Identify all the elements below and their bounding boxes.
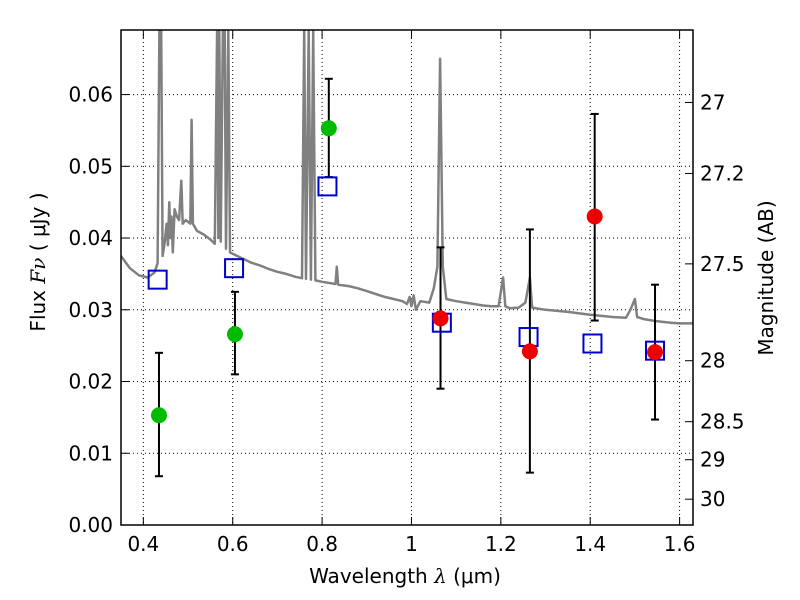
y-tick-label: 0.06 <box>68 83 113 107</box>
x-tick-label: 0.8 <box>306 532 338 556</box>
observed-flux-point <box>150 407 167 424</box>
x-tick-label: 1.2 <box>485 532 517 556</box>
right-tick-label: 30 <box>700 487 725 511</box>
model-photometry-square <box>317 176 338 197</box>
y-tick-label: 0.01 <box>68 441 113 465</box>
y-tick-label: 0.00 <box>68 513 113 537</box>
model-photometry-square <box>224 258 245 279</box>
y-tick-label: 0.03 <box>68 298 113 322</box>
plot-frame <box>120 29 694 526</box>
plot-data-group <box>121 30 693 478</box>
x-tick-label: 0.4 <box>127 532 159 556</box>
y-axis-label: Flux Fν ( μJy ) <box>26 192 50 331</box>
right-tick-label: 28 <box>700 349 725 373</box>
y-tick-label: 0.05 <box>68 154 113 178</box>
observed-flux-point <box>521 343 538 360</box>
model-photometry-square <box>582 333 603 354</box>
right-tick-label: 29 <box>700 448 725 472</box>
y-tick-label: 0.02 <box>68 370 113 394</box>
right-tick-label: 27 <box>700 90 725 114</box>
right-tick-label: 28.5 <box>700 410 745 434</box>
model-spectrum-line <box>121 30 693 325</box>
observed-flux-point <box>586 208 603 225</box>
x-tick-label: 1.6 <box>664 532 696 556</box>
observed-flux-point <box>647 344 664 361</box>
y-tick-label: 0.04 <box>68 226 113 250</box>
x-tick-label: 1.4 <box>574 532 606 556</box>
model-photometry-square <box>518 327 539 348</box>
right-tick-label: 27.5 <box>700 252 745 276</box>
x-tick-label: 1 <box>405 532 418 556</box>
model-photometry-square <box>147 269 168 290</box>
x-axis-label: Wavelength λ (μm) <box>309 564 501 588</box>
observed-flux-point <box>432 310 449 327</box>
x-tick-label: 0.6 <box>217 532 249 556</box>
observed-flux-point <box>320 120 337 137</box>
right-tick-label: 27.2 <box>700 161 745 185</box>
observed-flux-point <box>226 326 243 343</box>
y-axis-right-label: Magnitude (AB) <box>754 200 778 355</box>
